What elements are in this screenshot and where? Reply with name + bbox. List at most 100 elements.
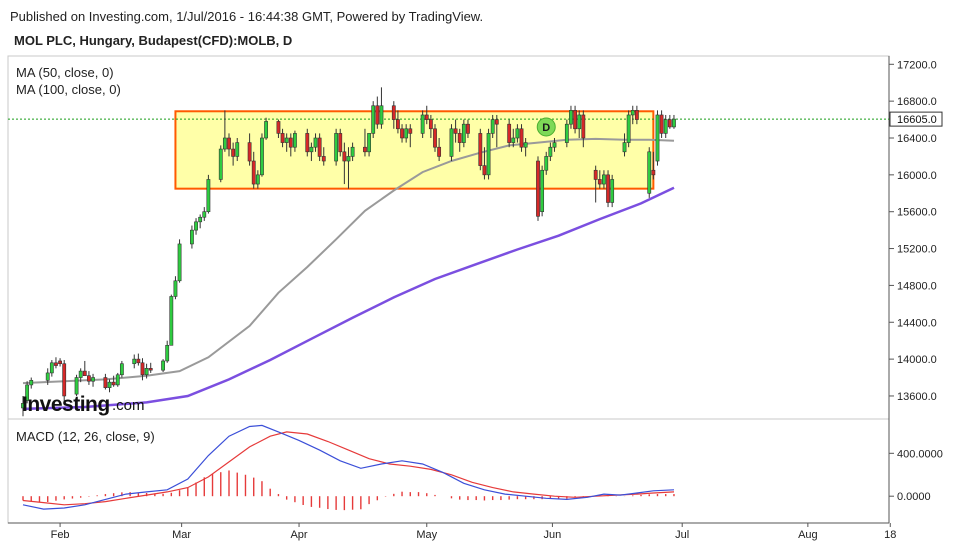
- candle-body: [371, 105, 376, 134]
- macd-signal-line: [22, 431, 675, 506]
- x-tick-label: 18: [884, 529, 896, 541]
- candle-body: [523, 142, 528, 148]
- instrument-title: MOL PLC, Hungary, Budapest(CFD):MOLB, D: [14, 33, 293, 48]
- candle-body: [396, 119, 400, 130]
- x-tick-label: May: [416, 529, 437, 541]
- candle-body: [62, 363, 67, 397]
- y-tick-label: 15200.0: [897, 244, 937, 256]
- candle-body: [482, 165, 487, 176]
- candle-body: [218, 148, 223, 180]
- candle-body: [317, 137, 322, 157]
- candle-body: [511, 137, 516, 143]
- candle-body: [606, 174, 610, 203]
- macd-y-tick-label: 0.0000: [897, 491, 931, 503]
- candle-body: [569, 110, 573, 125]
- candle-body: [379, 105, 384, 125]
- candle-body: [148, 368, 153, 371]
- candle-body: [490, 119, 495, 134]
- candle-body: [338, 133, 343, 153]
- candle-body: [25, 384, 30, 401]
- y-tick-label: 16800.0: [897, 96, 937, 108]
- candle-body: [21, 403, 25, 409]
- candle-body: [227, 137, 231, 150]
- legend-macd: MACD (12, 26, close, 9): [16, 429, 155, 444]
- candle-body: [260, 137, 264, 176]
- macd-line: [22, 424, 675, 510]
- candle-body: [630, 110, 635, 116]
- candle-body: [466, 123, 470, 134]
- candle-body: [536, 160, 540, 217]
- candle-body: [548, 146, 553, 157]
- candle-body: [478, 133, 483, 166]
- candle-body: [276, 121, 281, 134]
- candle-body: [663, 119, 668, 134]
- candle-body: [49, 362, 54, 374]
- x-tick-label: Apr: [290, 529, 307, 541]
- candle-body: [626, 114, 631, 143]
- candle-body: [202, 211, 207, 218]
- candle-body: [173, 280, 178, 297]
- candle-body: [651, 169, 656, 176]
- candle-body: [363, 146, 367, 153]
- candle-body: [255, 174, 260, 185]
- candle-body: [602, 174, 606, 185]
- candle-body: [103, 377, 108, 388]
- y-tick-label: 16400.0: [897, 133, 937, 145]
- candle-body: [107, 381, 112, 388]
- candle-body: [58, 360, 62, 365]
- candle-body: [251, 160, 256, 185]
- candle-body: [544, 156, 549, 171]
- candle-body: [433, 128, 437, 148]
- candle-body: [280, 133, 285, 143]
- candle-body: [453, 128, 458, 134]
- event-badge-label: D: [542, 122, 550, 134]
- candle-body: [437, 146, 442, 157]
- candle-body: [391, 105, 396, 120]
- x-tick-label: Aug: [798, 529, 818, 541]
- logo-suffix: .com: [112, 397, 145, 414]
- x-tick-label: Jun: [544, 529, 562, 541]
- candle-body: [350, 146, 355, 157]
- candle-body: [577, 114, 582, 130]
- candle-body: [573, 110, 577, 130]
- candle-body: [667, 119, 672, 128]
- candle-body: [659, 114, 664, 134]
- candle-body: [655, 114, 660, 162]
- candle-body: [194, 221, 198, 231]
- candle-body: [82, 370, 87, 376]
- candle-body: [247, 142, 252, 162]
- candle-body: [87, 375, 91, 382]
- candle-body: [284, 137, 289, 143]
- candle-body: [235, 142, 240, 157]
- y-tick-label: 15600.0: [897, 207, 937, 219]
- candle-body: [597, 179, 602, 185]
- candle-body: [610, 179, 615, 203]
- candle-body: [231, 148, 236, 157]
- candle-body: [309, 146, 314, 153]
- x-tick-label: Jul: [675, 529, 689, 541]
- candle-body: [672, 118, 676, 128]
- y-tick-label: 13600.0: [897, 391, 937, 403]
- candle-body: [375, 105, 380, 125]
- macd-y-tick-label: 400.0000: [897, 448, 943, 460]
- candle-body: [190, 229, 194, 245]
- candle-body: [552, 142, 557, 148]
- y-tick-label: 14400.0: [897, 317, 937, 329]
- candle-body: [564, 123, 569, 143]
- candle-body: [486, 133, 491, 176]
- candle-body: [622, 142, 627, 153]
- last-price-tag: [889, 111, 943, 127]
- candle-body: [424, 114, 429, 120]
- investing-logo: Investing .com: [22, 393, 145, 416]
- logo-brand: Investing: [22, 393, 110, 416]
- candle-body: [647, 151, 652, 194]
- candle-body: [29, 380, 34, 386]
- candle-body: [428, 119, 433, 130]
- candle-body: [400, 128, 404, 139]
- candle-body: [293, 133, 297, 148]
- candle-body: [593, 169, 598, 180]
- candle-body: [346, 156, 351, 162]
- candle-body: [420, 114, 425, 134]
- candle-body: [507, 123, 512, 143]
